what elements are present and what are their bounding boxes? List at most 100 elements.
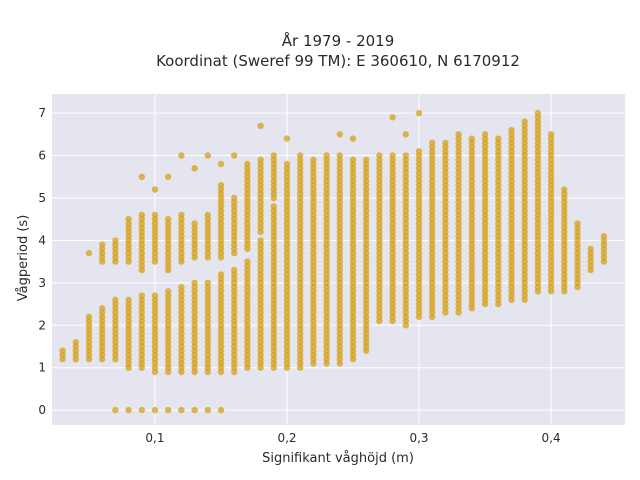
data-point [442, 139, 449, 146]
x-tick-label: 0,3 [409, 431, 428, 445]
data-point [125, 296, 132, 303]
data-point [257, 122, 264, 129]
data-point [99, 305, 106, 312]
data-point [231, 152, 238, 159]
data-point [283, 160, 291, 168]
data-point [85, 249, 93, 257]
data-point [151, 186, 159, 193]
data-point [191, 165, 198, 172]
data-point [99, 241, 106, 248]
data-point [165, 288, 172, 295]
x-tick-label: 0,1 [145, 431, 164, 445]
chart-title-line2: Koordinat (Sweref 99 TM): E 360610, N 61… [156, 52, 520, 70]
data-point [600, 233, 608, 240]
data-point [191, 279, 198, 286]
data-point [455, 131, 462, 138]
data-point [270, 152, 277, 159]
data-point [389, 114, 396, 121]
y-axis-label: Vågperiod (s) [16, 215, 31, 302]
x-tick-label: 0,4 [542, 431, 561, 445]
data-point [561, 186, 568, 193]
y-tick-label: 2 [38, 318, 46, 332]
data-point [178, 211, 185, 219]
data-point [587, 245, 594, 253]
data-point [336, 152, 343, 159]
data-point [415, 109, 423, 117]
data-point [138, 292, 145, 299]
data-point [125, 216, 132, 223]
y-tick-label: 1 [38, 361, 46, 375]
data-point [112, 296, 119, 303]
data-point [204, 279, 211, 286]
data-point [244, 160, 251, 168]
data-point [283, 135, 291, 142]
y-tick-label: 0 [38, 403, 46, 417]
data-point [297, 152, 304, 159]
y-tick-label: 6 [38, 149, 46, 163]
data-point [217, 271, 225, 278]
data-point [336, 131, 343, 138]
data-point [217, 182, 225, 189]
data-point [574, 220, 581, 227]
data-point [59, 347, 66, 354]
data-point [521, 118, 528, 125]
data-point [165, 406, 172, 414]
data-point [481, 131, 489, 138]
data-points [59, 109, 608, 414]
data-point [508, 126, 515, 134]
y-tick-label: 3 [38, 276, 46, 290]
chart-title-line1: År 1979 - 2019 [282, 31, 395, 50]
data-point [217, 160, 225, 168]
y-axis-ticks: 0 1 2 3 4 5 6 7 [38, 106, 46, 417]
data-point [204, 211, 211, 219]
data-point [165, 173, 172, 180]
data-point [165, 216, 172, 223]
data-point [125, 406, 132, 414]
x-axis-ticks: 0,1 0,2 0,3 0,4 [145, 431, 560, 445]
data-point [376, 152, 383, 159]
x-tick-label: 0,2 [277, 431, 296, 445]
data-point [429, 139, 436, 146]
data-point [389, 152, 396, 159]
data-point [231, 194, 238, 202]
data-point [349, 156, 357, 163]
data-point [310, 156, 317, 163]
y-tick-label: 7 [38, 106, 46, 120]
data-point [257, 237, 264, 244]
data-point [191, 220, 198, 227]
data-point [468, 135, 475, 142]
data-point [178, 283, 185, 291]
data-point [363, 156, 370, 163]
data-point [151, 211, 159, 219]
data-point [402, 152, 409, 159]
data-point [112, 237, 119, 244]
data-point [244, 258, 251, 265]
data-point [495, 135, 502, 142]
data-point [415, 148, 423, 155]
data-point [204, 152, 211, 159]
x-axis-label: Signifikant våghöjd (m) [262, 451, 414, 466]
data-point [151, 292, 159, 299]
data-point [402, 131, 409, 138]
data-point [138, 211, 145, 219]
data-point [323, 152, 330, 159]
data-point [547, 131, 555, 138]
data-point [257, 156, 264, 163]
data-point [72, 339, 80, 346]
data-point [204, 406, 211, 414]
data-point [178, 406, 185, 414]
data-point [231, 266, 238, 274]
data-point [138, 173, 145, 180]
data-point [191, 406, 198, 414]
data-point [151, 406, 159, 414]
data-point [112, 406, 119, 414]
y-tick-label: 4 [38, 233, 46, 247]
data-point [270, 203, 277, 210]
data-point [349, 135, 357, 142]
y-tick-label: 5 [38, 191, 46, 205]
data-point [138, 406, 145, 414]
data-point [85, 313, 93, 320]
data-point [534, 109, 542, 117]
data-point [217, 406, 225, 414]
